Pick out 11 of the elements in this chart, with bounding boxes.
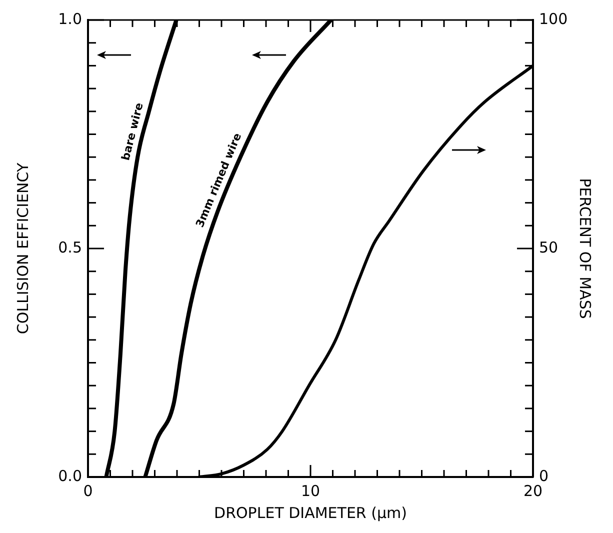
text: bare wire [119,101,146,162]
y-tick-label: 0.0 [58,466,82,485]
x-axis-title: DROPLET DIAMETER (μm) [214,504,407,522]
x-tick-label: 0 [83,482,93,500]
x-tick-label: 10 [300,482,320,500]
y-tick-label: 1.0 [58,10,82,28]
y2-tick-label: 50 [539,238,558,256]
y-tick-label: 0.5 [58,238,82,256]
y-axis-title: COLLISION EFFICIENCY [14,162,32,334]
y2-axis-title: PERCENT OF MASS [576,178,594,319]
y2-tick-label: 100 [539,10,568,28]
